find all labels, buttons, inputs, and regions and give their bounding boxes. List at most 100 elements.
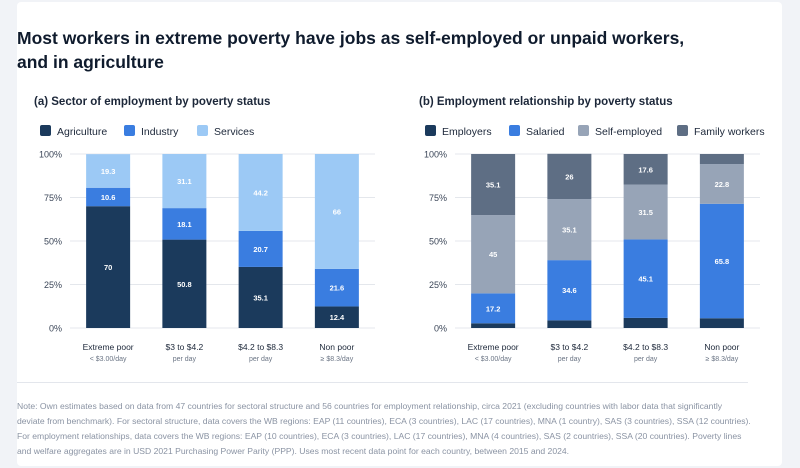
chart-b-category-label: $4.2 to $8.3 [623,342,668,352]
chart-b-category-label: Extreme poor [468,342,519,352]
chart-a-category-sublabel: ≥ $8.3/day [321,356,354,363]
chart-b-data-label: 45 [489,250,497,259]
chart-a-ytick-label: 100% [39,150,62,160]
chart-b-bar-family-workers-3-to-4-2 [547,153,592,200]
figure-note: Note: Own estimates based on data from 4… [17,401,751,456]
chart-a-bar-industry-non-poor [314,268,359,307]
chart-b-ytick-label: 50% [429,237,447,247]
chart-b-bar-employers-4-2-to-8-3 [623,317,668,328]
chart-b-data-label: 35.1 [486,181,501,190]
chart-b-data-label: 65.8 [715,257,730,266]
legend-item-salaried: Salaried [509,125,565,138]
legend-label-industry: Industry [141,126,179,138]
legend-label-self-employed: Self-employed [595,126,663,138]
chart-a-bar-agriculture-non-poor [314,306,359,328]
chart-b-data-label: 26 [565,172,573,181]
chart-a-data-label: 19.3 [101,167,116,176]
chart-a-bar-industry-4-2-to-8-3 [238,230,283,267]
chart-a-title: (a) Sector of employment by poverty stat… [34,96,271,108]
legend-label-agriculture: Agriculture [57,126,108,138]
chart-b-ytick-label: 0% [434,324,447,334]
chart-a-bar-services-extreme-poor [86,154,131,188]
legend-swatch-family-workers [677,125,688,136]
chart-a-category-label: Non poor [319,342,354,352]
chart-b-data-label: 35.1 [562,226,577,235]
chart-b-bar-employers-non-poor [699,318,744,328]
note-divider [17,382,748,383]
chart-a-data-label: 18.1 [177,220,192,229]
chart-a-bar-agriculture-3-to-4-2 [162,239,207,328]
chart-b-data-label: 22.8 [715,180,730,189]
legend-item-employers: Employers [425,125,492,138]
chart-b-bar-self-employed-4-2-to-8-3 [623,184,668,240]
chart-b-category-label: Non poor [704,342,739,352]
chart-a-bar-agriculture-4-2-to-8-3 [238,266,283,328]
chart-a-data-label: 20.7 [253,245,268,254]
chart-a-bar-industry-3-to-4-2 [162,208,207,240]
chart-a-ytick-label: 50% [44,237,62,247]
legend-item-agriculture: Agriculture [40,125,107,138]
legend-item-self-employed: Self-employed [578,125,662,138]
chart-b-plot: 0% 25% 50% 75% 100% 17.2 45 35.1 Extreme poor < $… [424,150,760,363]
chart-a-bar-agriculture-extreme-poor [86,206,131,328]
chart-a-data-label: 35.1 [253,293,268,302]
legend-item-services: Services [197,125,254,138]
chart-b-bar-salaried-3-to-4-2 [547,260,592,321]
chart-b-bar-salaried-non-poor [699,203,744,319]
chart-a-ytick-label: 25% [44,280,62,290]
chart-b-bar-self-employed-3-to-4-2 [547,199,592,261]
chart-a-data-label: 31.1 [177,177,192,186]
chart-a-ytick-label: 0% [49,324,62,334]
chart-b-data-label: 17.6 [638,165,653,174]
chart-b-category-sublabel: < $3.00/day [475,356,512,363]
chart-a-plot: 0% 25% 50% 75% 100% 70 10.6 19.3 Extreme poor < $… [39,150,375,363]
chart-a-bar-services-non-poor [314,154,359,269]
chart-b-bar-employers-3-to-4-2 [547,320,592,328]
chart-b-category-label: $3 to $4.2 [550,342,588,352]
chart-a-data-label: 10.6 [101,193,116,202]
chart-a-bar-services-3-to-4-2 [162,154,207,209]
chart-b-category-sublabel: per day [558,356,582,363]
chart-a-bar-industry-extreme-poor [86,187,131,207]
legend-label-salaried: Salaried [526,126,565,138]
chart-a-data-label: 44.2 [253,188,268,197]
chart-b-bar-family-workers-extreme-poor [471,154,516,216]
chart-a-category-label: $3 to $4.2 [165,342,203,352]
legend-label-family-workers: Family workers [694,126,765,138]
chart-a-data-label: 70 [104,263,112,272]
chart-b-bar-salaried-extreme-poor [471,293,516,324]
chart-a-data-label: 12.4 [330,313,345,322]
chart-a-data-label: 21.6 [330,284,345,293]
chart-b-bar-self-employed-non-poor [699,164,744,204]
legend-swatch-services [197,125,208,136]
legend-swatch-agriculture [40,125,51,136]
legend-label-services: Services [214,126,255,138]
chart-b-category-sublabel: per day [634,356,658,363]
chart-b-bar-self-employed-extreme-poor [471,215,516,294]
chart-b-bar-employers-extreme-poor [471,323,516,328]
chart-a-category-sublabel: < $3.00/day [90,356,127,363]
legend-swatch-employers [425,125,436,136]
chart-a-category-label: $4.2 to $8.3 [238,342,283,352]
chart-a-ytick-label: 75% [44,193,62,203]
chart-a-data-label: 50.8 [177,280,192,289]
legend-item-family-workers: Family workers [677,125,765,138]
chart-b-bar-family-workers-4-2-to-8-3 [623,154,668,185]
chart-b-data-label: 17.2 [486,304,501,313]
chart-b-bar-family-workers-non-poor [699,154,744,165]
chart-b-ytick-label: 100% [424,150,447,160]
chart-b-data-label: 34.6 [562,286,577,295]
legend-item-industry: Industry [124,125,178,138]
legend-swatch-industry [124,125,135,136]
chart-a-category-sublabel: per day [173,356,197,363]
chart-b-data-label: 45.1 [638,275,653,284]
chart-a-category-label: Extreme poor [83,342,134,352]
legend-label-employers: Employers [442,126,492,138]
legend-swatch-self-employed [578,125,589,136]
chart-a-data-label: 66 [333,207,341,216]
chart-b-ytick-label: 75% [429,193,447,203]
chart-b-category-sublabel: ≥ $8.3/day [706,356,739,363]
chart-b-title: (b) Employment relationship by poverty s… [419,96,673,108]
chart-b-data-label: 31.5 [638,208,653,217]
chart-b-ytick-label: 25% [429,280,447,290]
